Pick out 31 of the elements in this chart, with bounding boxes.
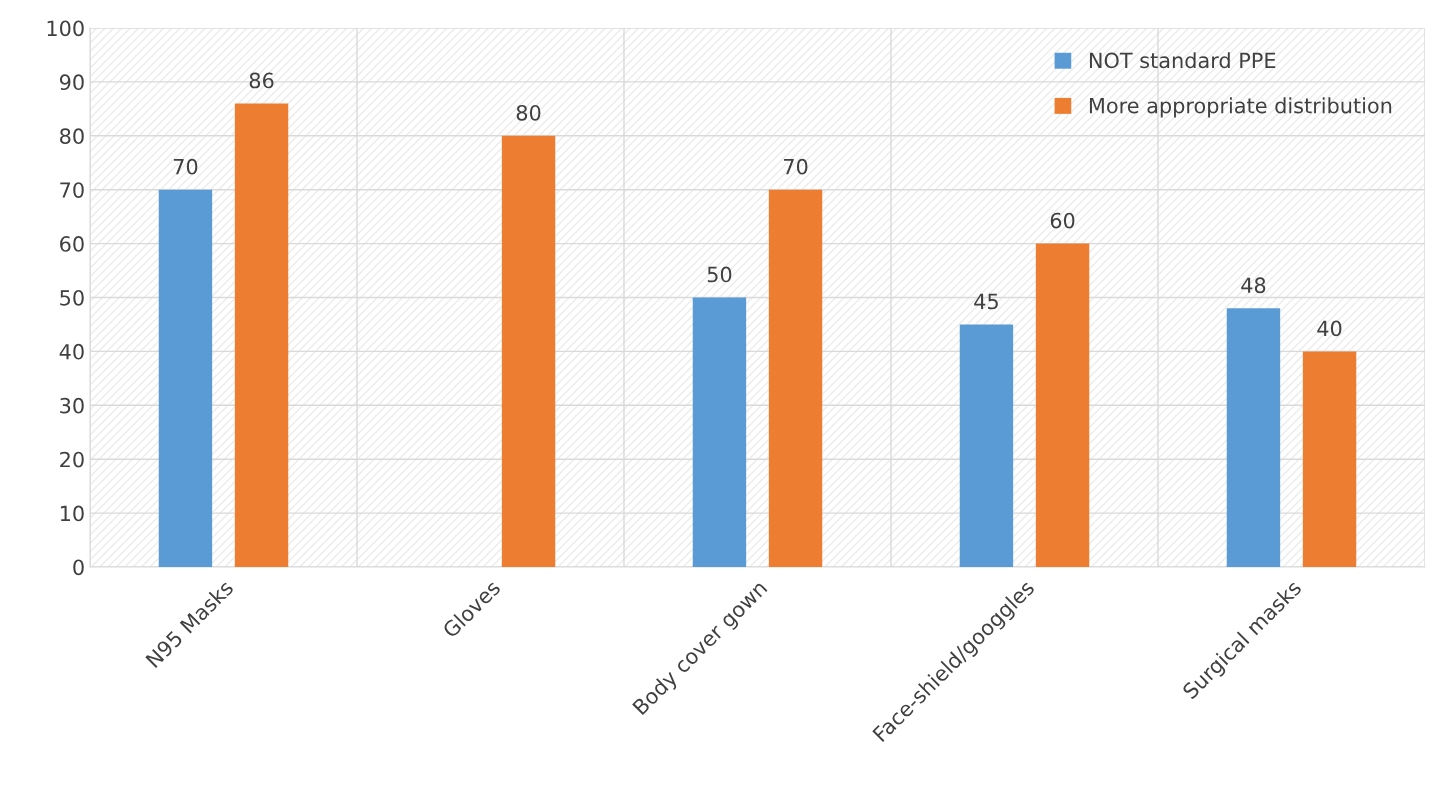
bar [1302, 351, 1357, 567]
bar [768, 189, 823, 567]
data-label: 86 [249, 72, 274, 89]
bar [501, 135, 556, 567]
y-tick-label: 80 [60, 128, 84, 145]
bar [959, 324, 1014, 567]
y-tick-label: 30 [60, 397, 84, 414]
data-label: 80 [516, 104, 541, 121]
y-tick-label: 70 [60, 182, 84, 198]
y-tick-label: 100 [47, 20, 84, 37]
data-label: 70 [173, 158, 198, 175]
bar [692, 297, 747, 567]
y-tick-label: 90 [59, 74, 84, 91]
data-label: 60 [1050, 212, 1075, 229]
data-label: 45 [974, 293, 998, 310]
y-tick-label: 50 [60, 289, 84, 306]
bar [158, 189, 213, 567]
legend-label: NOT standard PPE [1089, 52, 1276, 69]
y-tick-label: 0 [73, 559, 84, 576]
bar [234, 103, 289, 567]
y-tick-label: 60 [60, 236, 84, 252]
data-label: 40 [1317, 320, 1342, 337]
y-tick-label: 40 [59, 343, 84, 360]
data-label: 48 [1241, 277, 1266, 294]
y-tick-label: 10 [60, 505, 84, 522]
y-tick-label: 20 [60, 451, 84, 468]
legend-label: More appropriate distribution [1089, 97, 1392, 118]
data-label: 50 [707, 266, 732, 283]
bar [1226, 308, 1281, 567]
data-label: 70 [784, 158, 808, 175]
bar [1035, 243, 1090, 567]
